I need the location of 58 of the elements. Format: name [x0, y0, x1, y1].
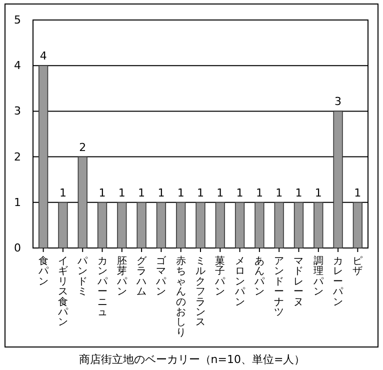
x-tick-label: あんパン	[253, 256, 266, 298]
x-tick-label: メロンパン	[234, 256, 246, 308]
data-label: 1	[354, 186, 362, 200]
x-tick-label: 赤ちゃんのおしり	[176, 255, 186, 338]
bar	[176, 202, 186, 248]
data-label: 1	[98, 186, 106, 200]
bar	[97, 202, 108, 248]
data-label: 2	[79, 140, 86, 154]
x-tick-label: 調理パン	[312, 255, 324, 298]
bar	[274, 202, 284, 248]
y-tick-label: 5	[14, 14, 21, 27]
data-label: 1	[138, 186, 146, 200]
data-label: 1	[314, 186, 322, 200]
y-tick-label: 4	[14, 59, 21, 72]
y-tick-label: 2	[14, 150, 21, 164]
data-label: 1	[295, 186, 302, 200]
data-label: 1	[256, 186, 263, 200]
x-tick-label: ミルクフランス	[196, 256, 206, 328]
data-label: 1	[177, 186, 184, 200]
data-label: 1	[236, 186, 244, 200]
bar	[294, 202, 304, 248]
bar	[136, 202, 146, 248]
data-label: 1	[59, 186, 66, 200]
x-tick-label: ゴマパン	[155, 255, 168, 298]
x-tick-label: 菓子パン	[214, 255, 226, 298]
bar	[352, 202, 363, 248]
data-label: 1	[197, 186, 204, 200]
x-tick-label: 胚芽パン	[116, 256, 128, 298]
text: 商店街立地のベーカリー（n=10、単位=人）	[78, 353, 306, 366]
x-tick-label: 食パン	[37, 255, 50, 288]
y-tick-label: 1	[14, 196, 21, 209]
bar	[156, 202, 166, 248]
data-label: 1	[276, 186, 283, 200]
x-tick-label: カンパーニュ	[96, 256, 108, 318]
y-tick-label: 0	[14, 242, 21, 255]
bar	[234, 202, 245, 248]
bar	[196, 202, 206, 248]
bar	[254, 202, 264, 248]
data-label: 1	[118, 186, 126, 200]
x-tick-label: イギリス食パン	[56, 256, 69, 328]
bar	[78, 156, 88, 248]
bar	[38, 65, 48, 248]
x-tick-label: マドレーヌ	[294, 256, 304, 308]
data-label: 1	[158, 186, 165, 200]
data-label: 3	[334, 95, 342, 108]
bar	[58, 202, 68, 248]
data-label: 4	[40, 50, 47, 63]
bar	[314, 202, 324, 248]
x-tick-label: グラハム	[136, 256, 148, 298]
x-tick-label: ピザ	[352, 256, 363, 278]
x-tick-label: パンドミ	[76, 256, 89, 298]
bar	[215, 202, 225, 248]
bar	[117, 202, 127, 248]
bar	[333, 110, 343, 248]
data-label: 1	[216, 186, 224, 200]
y-tick-label: 3	[14, 104, 21, 118]
x-tick-label: アンドーナツ	[274, 256, 284, 318]
x-tick-label: カレーパン	[332, 256, 344, 308]
